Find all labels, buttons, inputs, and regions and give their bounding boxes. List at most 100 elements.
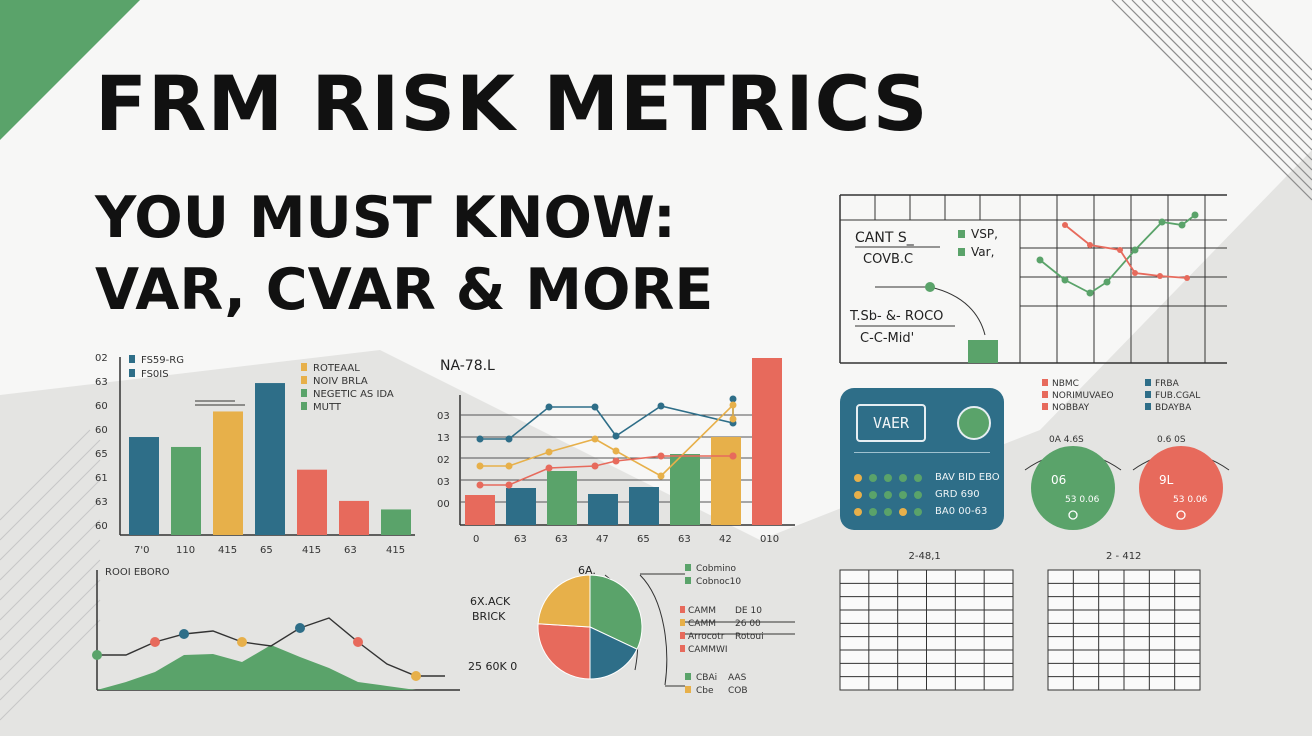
x-tick-label: 63 <box>514 534 527 545</box>
series-line-red <box>1064 224 1188 279</box>
legend-swatch <box>301 376 307 384</box>
series-line-orange-point <box>545 448 553 456</box>
line-panel: CANT S_ COVB.C T.Sb- &- ROCO C-C-Mid' VS… <box>839 194 1227 364</box>
pie-slice <box>537 574 591 628</box>
gauge-circle <box>1031 446 1115 530</box>
pie-bottom-label: 25 60K 0 <box>468 660 517 673</box>
legend-label: Cobmino <box>696 564 736 574</box>
bar <box>547 471 577 525</box>
x-tick-label: 415 <box>302 545 321 556</box>
var-card-row-text: BA0 00-63 <box>935 506 988 517</box>
page-title: FRM RISK METRICS <box>95 59 929 148</box>
series-line-blue-point <box>729 395 737 403</box>
legend-label: Var, <box>971 245 994 259</box>
series-point <box>179 629 189 639</box>
x-tick-label: 010 <box>760 534 779 545</box>
gauge-caption: 0A 4.6S <box>1049 435 1084 445</box>
bar <box>171 446 201 535</box>
bar <box>465 495 495 525</box>
panel-green-block <box>968 340 998 363</box>
y-tick-label: 13 <box>437 433 450 444</box>
var-card-row: BA0 00-63 <box>854 506 987 517</box>
legend-label: ROTEAAL <box>313 363 360 374</box>
legend-label: NOIV BRLA <box>313 376 368 387</box>
series-line-red-point <box>591 462 599 470</box>
var-card-label: VAER <box>856 404 926 442</box>
var-card-row: BAV BID EBO <box>854 472 1000 483</box>
x-tick-label: 47 <box>596 534 609 545</box>
series-point <box>1184 275 1190 281</box>
gauge-value-top: 9L <box>1159 473 1174 487</box>
series-line-red-point <box>476 481 484 489</box>
y-tick-label: 63 <box>95 377 108 388</box>
gauge-caption: 0.6 0S <box>1157 435 1186 445</box>
pie-slice <box>589 626 638 680</box>
legend-swatch <box>301 402 307 410</box>
legend-label: Arrocotr <box>688 632 725 642</box>
y-tick-label: 02 <box>95 353 108 364</box>
legend-swatch <box>301 389 307 397</box>
gauge-dot-icon <box>1068 510 1078 520</box>
x-tick-label: 110 <box>176 545 195 556</box>
legend-label: Cobnoc10 <box>696 577 741 587</box>
table-group: 2-48,1 2 - 412 <box>839 551 1201 691</box>
y-tick-label: 03 <box>437 411 450 422</box>
hatch-bottom-left <box>0 429 101 721</box>
legend-swatch <box>685 564 691 571</box>
legend-label: Cbe <box>696 686 714 696</box>
y-tick-label: 60 <box>95 401 108 412</box>
covbc-label: COVB.C <box>863 252 913 267</box>
series-line-orange-point <box>729 415 737 423</box>
series-line-blue-point <box>612 432 620 440</box>
legend-swatch <box>958 230 965 238</box>
gauge-circle <box>1139 446 1223 530</box>
bar <box>339 500 369 535</box>
x-tick-label: 0 <box>473 534 479 545</box>
series-point <box>1086 289 1094 297</box>
formula-line-2: C-C-Mid' <box>860 331 914 346</box>
series-line-orange-point <box>612 447 620 455</box>
bar <box>670 454 700 525</box>
var-card-row-text: GRD 690 <box>935 489 980 500</box>
var-card-row-text: BAV BID EBO <box>935 472 1000 483</box>
legend-label: FS59-RG <box>141 355 184 366</box>
area-chart: ROOI EBORO <box>92 567 460 691</box>
series-line-blue-point <box>657 402 665 410</box>
table-caption: 2-48,1 <box>909 551 941 562</box>
series-point <box>1158 218 1166 226</box>
series-point <box>1117 247 1123 253</box>
series-line-orange-point <box>476 462 484 470</box>
corner-triangle-green <box>0 0 140 140</box>
pie-slice <box>537 623 591 680</box>
series-point <box>353 637 363 647</box>
series-point <box>1191 211 1199 219</box>
series-point <box>1087 242 1093 248</box>
combo-chart-label: NA-78.L <box>440 358 495 374</box>
status-dot-icon <box>957 406 991 440</box>
bar <box>129 437 159 535</box>
gauge-value-bottom: 53 0.06 <box>1173 495 1208 505</box>
legend-swatch <box>680 619 685 626</box>
y-tick-label: 65 <box>95 449 108 460</box>
series-point <box>411 671 421 681</box>
series-point <box>1061 276 1069 284</box>
legend-label: FUB.CGAL <box>1155 391 1200 401</box>
var-card-row: GRD 690 <box>854 489 980 500</box>
connector-node <box>925 282 935 292</box>
subtitle-line-1: YOU MUST KNOW: <box>95 185 676 251</box>
bar <box>381 509 411 535</box>
pie-chart-panel: 6A. 6X.ACK BRICK 25 60K 0 Cobmino Cobnoc1… <box>468 564 795 696</box>
subtitle-line-2: VAR, CVAR & MORE <box>95 257 714 323</box>
bar <box>506 488 536 525</box>
legend-swatch <box>680 632 685 639</box>
series-line-red-point <box>729 452 737 460</box>
divider <box>854 452 990 453</box>
bar <box>588 494 618 525</box>
x-tick-label: 63 <box>344 545 357 556</box>
legend-label: Rotoui <box>735 632 764 642</box>
series-point <box>237 637 247 647</box>
x-tick-label: 65 <box>260 545 273 556</box>
y-tick-label: 60 <box>95 521 108 532</box>
legend-swatch <box>958 248 965 256</box>
